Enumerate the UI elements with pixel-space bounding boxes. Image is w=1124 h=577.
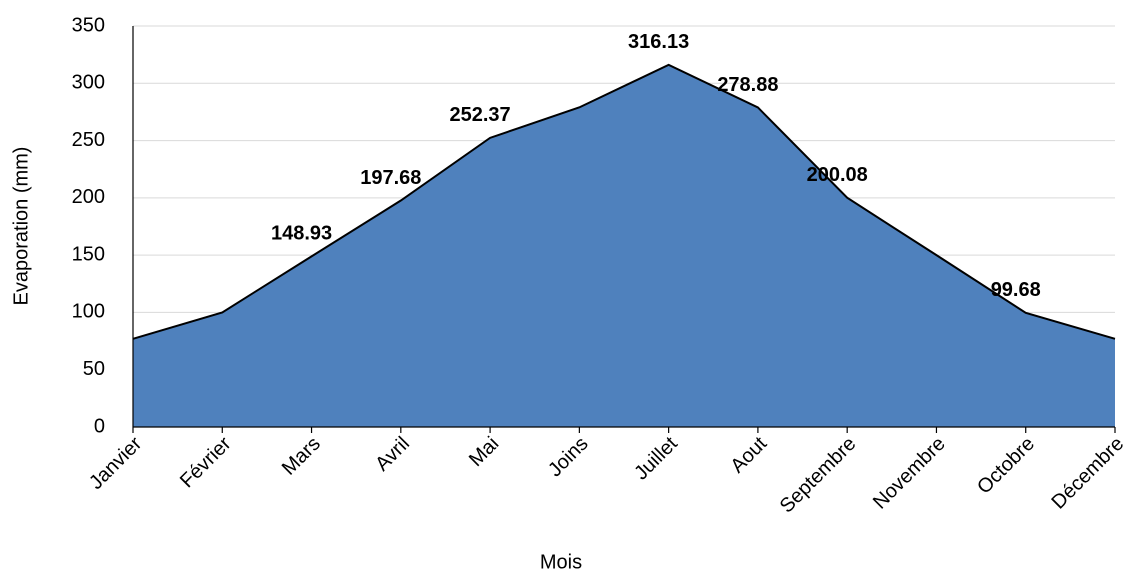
area <box>133 64 1115 427</box>
x-axis-label: Mois <box>540 551 582 573</box>
y-tick-label: 50 <box>83 358 105 380</box>
x-tick-label: Joins <box>544 433 593 482</box>
x-tick-label: Aout <box>727 432 772 477</box>
y-axis-label: Evaporation (mm) <box>10 147 32 306</box>
data-label: 99.68 <box>991 279 1041 301</box>
x-tick-label: Février <box>176 432 236 492</box>
x-tick-label: Octobre <box>973 433 1039 499</box>
data-label: 316.13 <box>628 31 689 53</box>
data-label: 148.93 <box>271 223 332 245</box>
data-label: 200.08 <box>807 164 868 186</box>
area-outline <box>132 63 1116 340</box>
x-tick-label: Janvier <box>85 432 146 493</box>
x-tick-label: Mai <box>465 433 503 471</box>
data-label: 252.37 <box>450 104 511 126</box>
y-tick-label: 200 <box>72 186 105 208</box>
y-tick-label: 350 <box>72 14 105 36</box>
x-tick-label: Septembre <box>776 433 861 518</box>
y-tick-label: 0 <box>94 415 105 437</box>
x-tick-label: Novembre <box>869 433 950 514</box>
x-tick-label: Mars <box>278 433 325 480</box>
data-label: 197.68 <box>360 167 421 189</box>
y-tick-label: 100 <box>72 301 105 323</box>
x-tick-label: Avril <box>371 433 414 476</box>
data-label: 278.88 <box>717 74 778 96</box>
y-tick-label: 250 <box>72 129 105 151</box>
y-tick-label: 150 <box>72 243 105 265</box>
y-tick-label: 300 <box>72 72 105 94</box>
x-tick-label: Décembre <box>1047 433 1124 514</box>
x-tick-label: Juillet <box>630 432 682 484</box>
